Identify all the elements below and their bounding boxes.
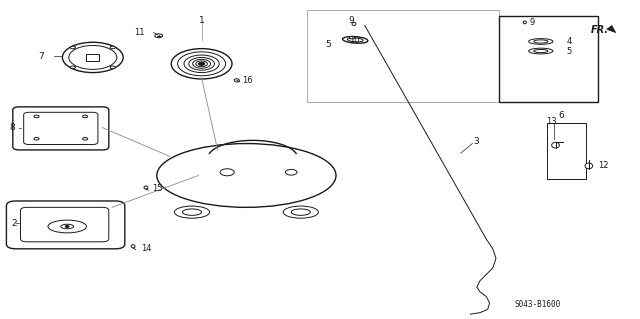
FancyBboxPatch shape (6, 201, 125, 249)
Ellipse shape (172, 48, 232, 79)
Ellipse shape (352, 22, 356, 26)
Ellipse shape (155, 34, 163, 38)
Text: 8: 8 (10, 123, 15, 132)
Ellipse shape (534, 40, 548, 43)
Text: 6: 6 (558, 111, 564, 120)
Text: 1: 1 (199, 16, 204, 25)
Text: 10: 10 (349, 36, 359, 45)
Bar (547, 123, 586, 179)
Ellipse shape (349, 36, 355, 39)
Ellipse shape (523, 21, 526, 24)
Text: 9: 9 (530, 18, 535, 27)
Ellipse shape (63, 42, 123, 73)
Text: 4: 4 (566, 37, 572, 46)
Text: FR.: FR. (591, 25, 609, 35)
Ellipse shape (70, 46, 76, 49)
Ellipse shape (184, 55, 219, 73)
Ellipse shape (83, 137, 88, 140)
Text: 13: 13 (546, 117, 557, 126)
Ellipse shape (348, 38, 363, 42)
Text: 14: 14 (141, 244, 151, 253)
Text: 3: 3 (474, 137, 479, 146)
Polygon shape (607, 26, 616, 33)
Text: 11: 11 (134, 28, 145, 37)
Ellipse shape (283, 206, 319, 218)
Text: S043-B1600: S043-B1600 (515, 300, 561, 309)
Ellipse shape (178, 52, 226, 76)
FancyBboxPatch shape (20, 207, 109, 242)
Ellipse shape (34, 137, 39, 140)
Ellipse shape (196, 61, 207, 67)
Ellipse shape (285, 169, 297, 175)
Ellipse shape (534, 49, 548, 53)
Ellipse shape (157, 144, 336, 207)
FancyBboxPatch shape (13, 107, 109, 150)
Ellipse shape (131, 245, 135, 248)
Ellipse shape (61, 224, 74, 229)
Ellipse shape (70, 66, 76, 69)
Text: 5: 5 (566, 47, 572, 56)
Ellipse shape (69, 46, 117, 70)
Ellipse shape (189, 57, 214, 70)
Ellipse shape (220, 169, 234, 176)
Text: 9: 9 (349, 16, 355, 25)
Ellipse shape (48, 220, 86, 233)
Ellipse shape (198, 62, 205, 65)
Text: 12: 12 (598, 161, 609, 170)
Ellipse shape (291, 209, 310, 215)
Text: 2: 2 (12, 219, 17, 228)
Ellipse shape (34, 115, 39, 118)
Ellipse shape (182, 209, 202, 215)
Ellipse shape (83, 115, 88, 118)
Text: 7: 7 (38, 52, 44, 61)
Ellipse shape (342, 37, 368, 43)
Bar (86, 54, 99, 61)
Ellipse shape (552, 142, 559, 148)
Ellipse shape (529, 48, 553, 54)
Text: 5: 5 (325, 40, 331, 48)
Text: 16: 16 (242, 76, 253, 85)
Ellipse shape (174, 206, 210, 218)
Ellipse shape (65, 226, 69, 227)
Text: 15: 15 (152, 184, 162, 193)
Ellipse shape (234, 79, 239, 82)
Ellipse shape (110, 66, 115, 69)
FancyBboxPatch shape (24, 112, 98, 145)
Bar (499, 16, 598, 102)
Ellipse shape (585, 163, 593, 169)
Ellipse shape (529, 39, 553, 44)
Ellipse shape (144, 186, 148, 189)
Ellipse shape (110, 46, 115, 49)
Ellipse shape (193, 59, 211, 68)
